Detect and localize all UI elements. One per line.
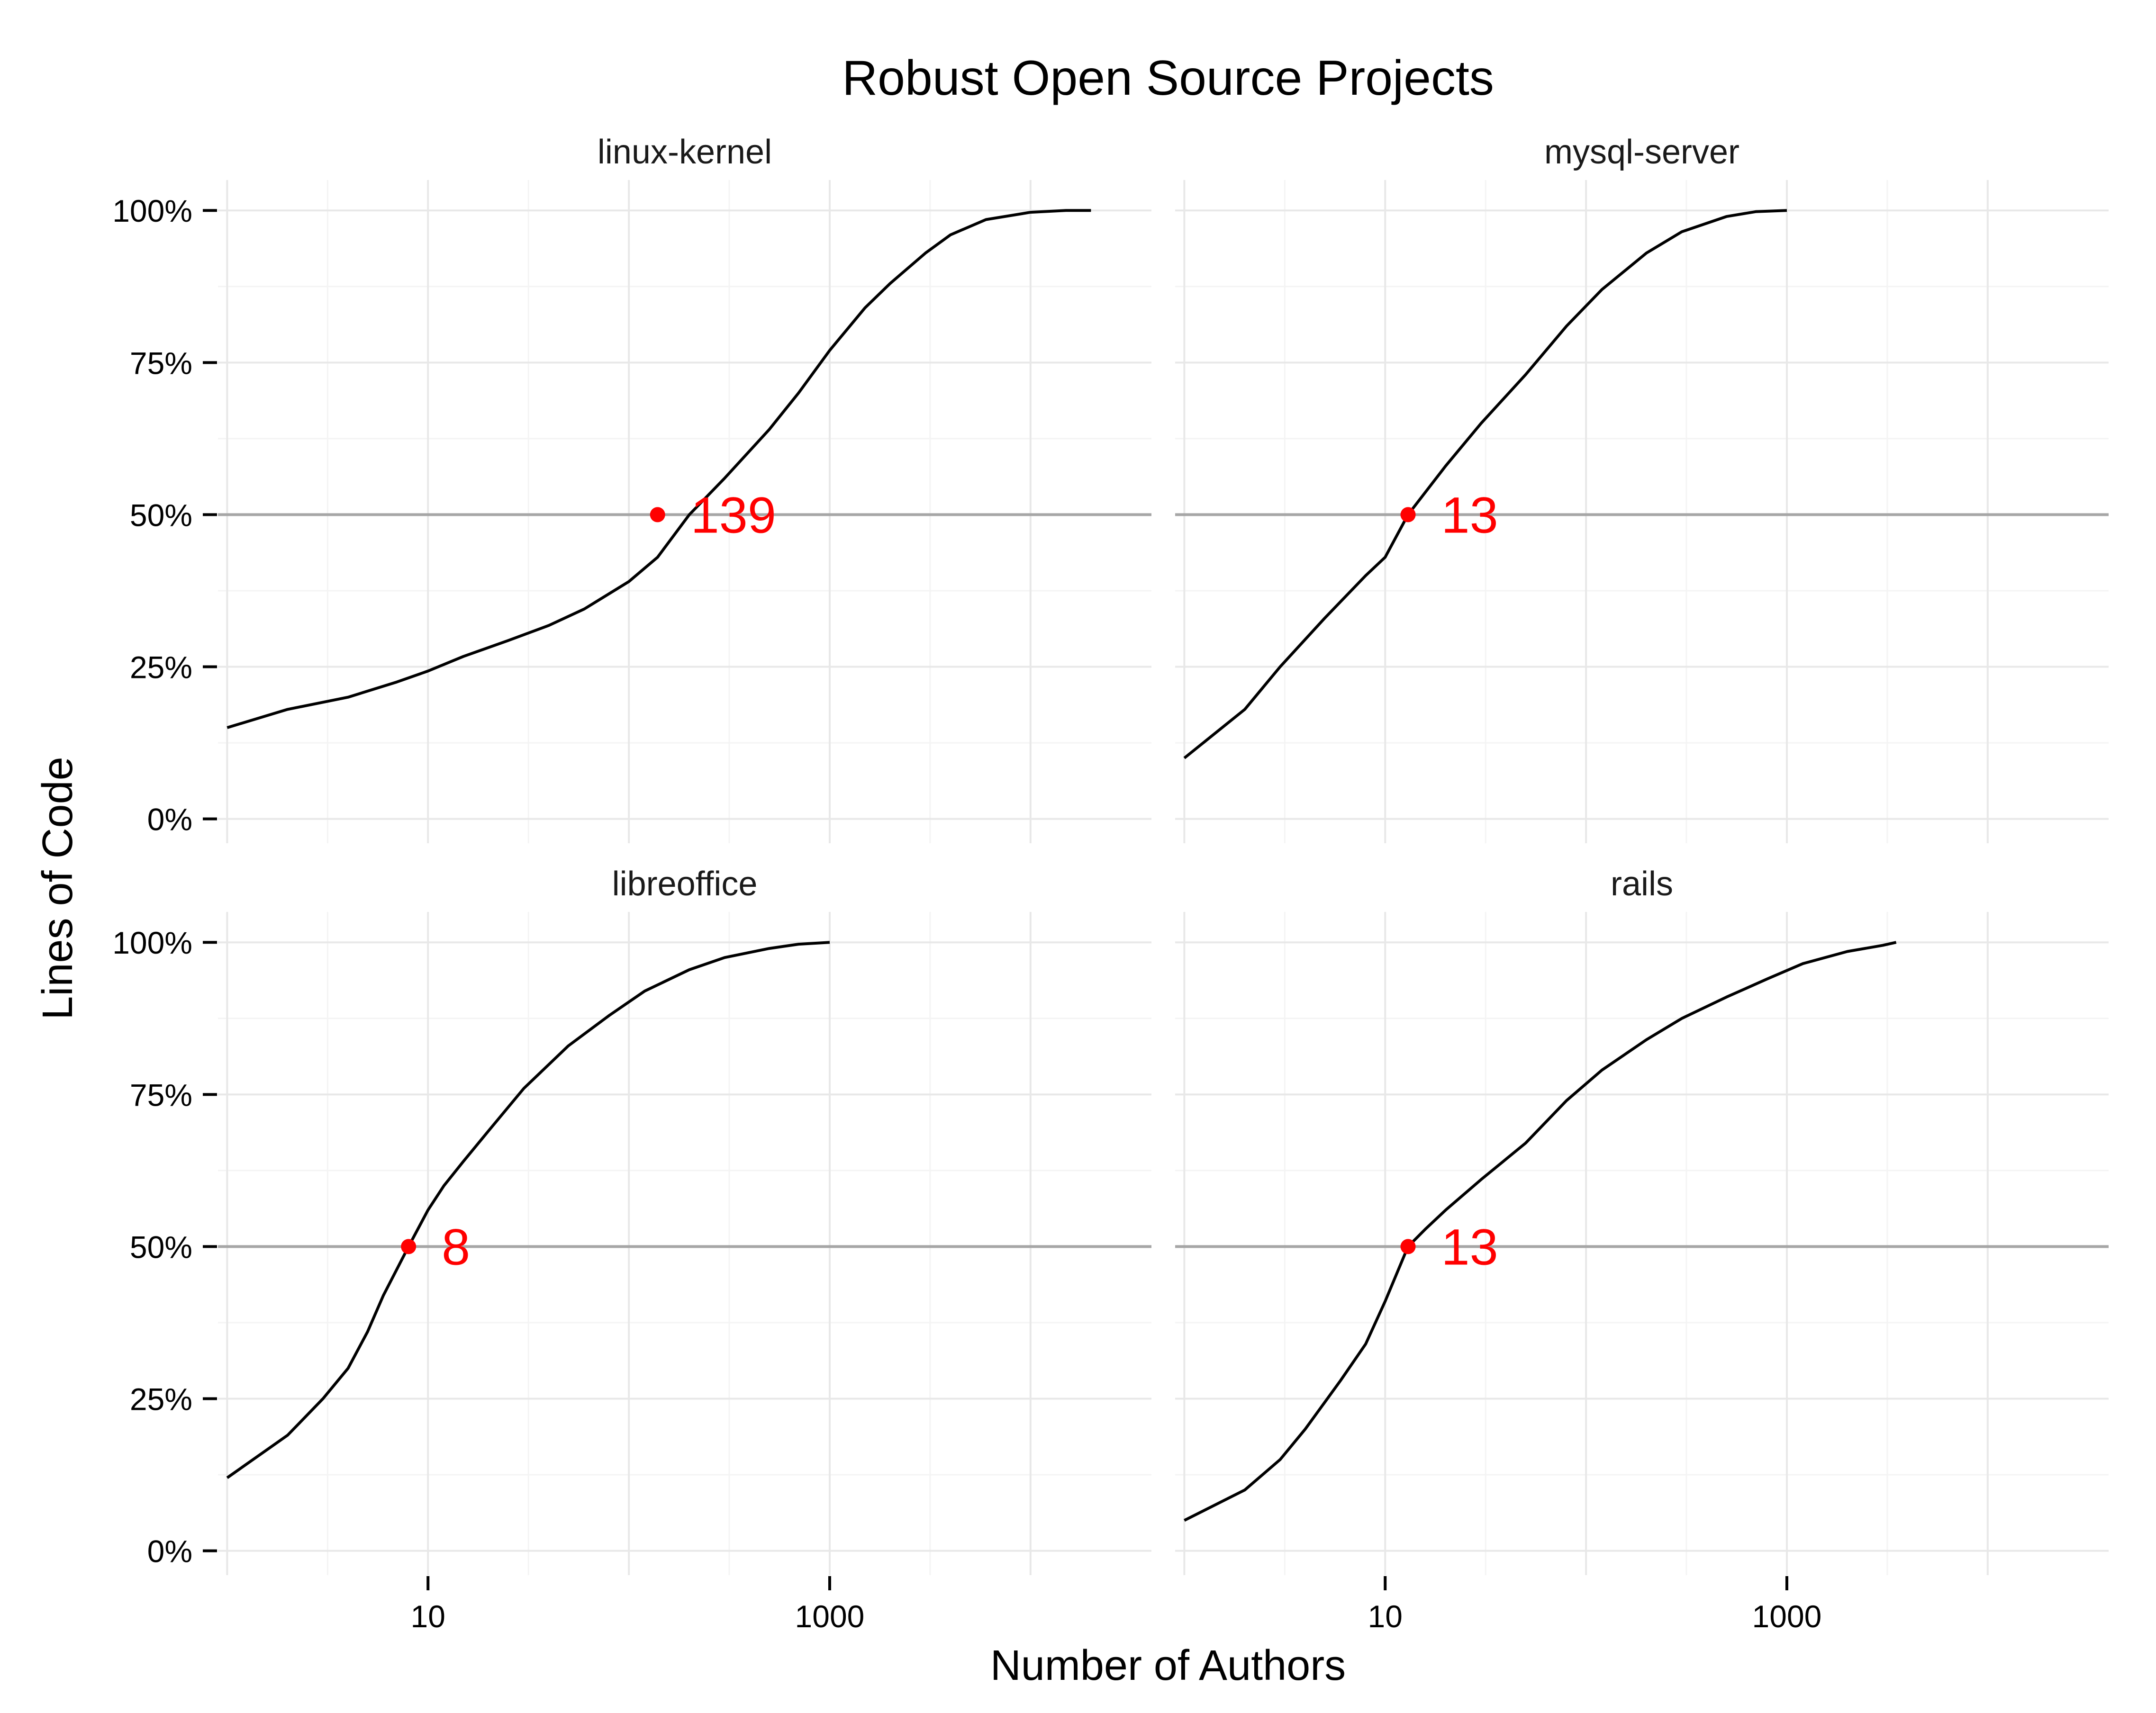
y-tick-label: 100% (112, 193, 192, 228)
cumulative-line (1183, 209, 1787, 759)
facet-label: linux-kernel (598, 133, 772, 171)
x-tick-label: 10 (411, 1599, 445, 1634)
y-tick-label: 25% (130, 650, 192, 685)
panels-group: linux-kernel1390%25%50%75%100%mysql-serv… (112, 133, 2109, 1634)
y-tick-label: 0% (147, 1534, 192, 1569)
y-tick-label: 50% (130, 497, 192, 532)
chart-title: Robust Open Source Projects (842, 51, 1494, 106)
x-tick-label: 10 (1368, 1599, 1403, 1634)
x-tick-label: 1000 (795, 1599, 865, 1634)
y-tick-label: 50% (130, 1229, 192, 1264)
median-point (650, 507, 665, 523)
y-tick-label: 0% (147, 802, 192, 837)
facet-label: mysql-server (1544, 133, 1739, 171)
panel-mysql-server: mysql-server 13 (1175, 133, 2109, 843)
x-axis-title: Number of Authors (990, 1642, 1346, 1689)
y-axis-title: Lines of Code (34, 757, 82, 1019)
median-label: 8 (442, 1218, 470, 1275)
y-tick-label: 25% (130, 1382, 192, 1417)
median-point (401, 1239, 417, 1254)
median-label: 13 (1441, 486, 1498, 543)
cumulative-line (226, 941, 830, 1479)
panel-rails: rails 13 10 1000 (1175, 865, 2109, 1634)
y-tick-label: 100% (112, 925, 192, 960)
panel-libreoffice: libreoffice 8 0% 25% 50% 75% 100% 10 1000 (112, 865, 1151, 1634)
cumulative-line (1184, 941, 1897, 1522)
y-tick-label: 75% (130, 1077, 192, 1112)
y-tick-label: 75% (130, 345, 192, 380)
facet-label: rails (1611, 865, 1673, 903)
median-point (1400, 507, 1416, 523)
panel-linux-kernel: linux-kernel 139 0% 25% 50% 75% 100% (112, 133, 1151, 843)
cumulative-line (226, 209, 1091, 729)
median-label: 13 (1441, 1218, 1498, 1275)
median-point (1400, 1239, 1416, 1254)
x-tick-label: 1000 (1752, 1599, 1822, 1634)
median-label: 139 (691, 486, 776, 543)
facet-label: libreoffice (612, 865, 758, 903)
